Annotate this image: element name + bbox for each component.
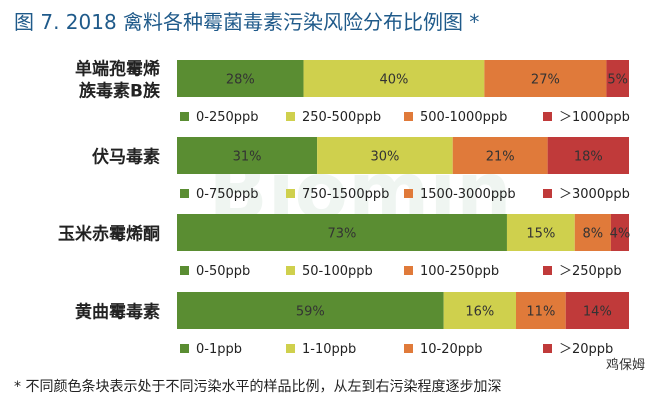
legend-label: 0-1ppb [196,342,242,357]
legend-swatch [404,344,413,353]
bar-segment [452,137,548,174]
data-label: 31% [233,150,262,165]
data-label: 8% [583,227,604,242]
data-label: 28% [226,73,255,88]
bar-segment [565,292,629,329]
legend-swatch [286,189,295,198]
legend-label: ＞20ppb [559,342,613,357]
category-label: 玉米赤霉烯酮 [58,224,160,245]
bar-segment [516,292,566,329]
legend-label: ＞3000ppb [559,187,630,202]
data-label: 59% [296,305,325,320]
data-label: 18% [574,150,603,165]
legend-swatch [180,189,189,198]
legend-swatch [286,112,295,121]
bar-segment [443,292,516,329]
legend-label: 1500-3000ppb [420,187,516,202]
bar-group: 玉米赤霉烯酮 73% 15% 8% 4% 0-50ppb 50-100ppb 100-250p… [58,214,630,279]
legend-label: 1-10ppb [302,342,356,357]
legend-label: 500-1000ppb [420,110,507,125]
data-label: 16% [465,305,494,320]
legend-swatch [180,266,189,275]
bar-group: 伏马毒素 31% 30% 21% 18% 0-750ppb 750-1500ppb 1500-… [92,137,630,202]
bar-segment [177,214,507,251]
legend-swatch [180,344,189,353]
bar-segment [177,60,304,97]
bar-segment [484,60,607,97]
legend-label: 0-50ppb [196,264,250,279]
legend-swatch [286,344,295,353]
bar-segment [610,214,629,251]
data-label: 14% [583,305,612,320]
legend-swatch [543,112,552,121]
data-label: 4% [610,227,631,242]
bar-segment [317,137,453,174]
data-label: 30% [370,150,399,165]
legend-label: 10-20ppb [420,342,483,357]
legend-label: ＞250ppb [559,264,622,279]
legend-swatch [286,266,295,275]
legend-label: 250-500ppb [302,110,381,125]
data-label: 11% [526,305,555,320]
legend-swatch [543,344,552,353]
bar-segment [547,137,629,174]
data-label: 5% [607,73,628,88]
legend-label: 100-250ppb [420,264,499,279]
legend-swatch [404,112,413,121]
legend-label: 750-1500ppb [302,187,389,202]
chart-footnote: * 不同颜色条块表示处于不同污染水平的样品比例，从左到右污染程度逐步加深 [14,379,502,395]
bar-segment [177,292,444,329]
legend-label: 50-100ppb [302,264,373,279]
category-label: 族毒素B族 [79,81,161,102]
bar-segment [177,137,318,174]
chart-title: 图 7. 2018 禽料各种霉菌毒素污染风险分布比例图 * [14,10,480,34]
legend-label: 0-750ppb [196,187,259,202]
legend-swatch [543,189,552,198]
bar-segment [574,214,611,251]
data-label: 27% [531,73,560,88]
account-watermark: 鸡保姆 [605,358,645,373]
data-label: 21% [486,150,515,165]
data-label: 15% [526,227,555,242]
bar-segment [506,214,575,251]
legend-swatch [404,189,413,198]
category-label: 单端孢霉烯 [75,59,160,80]
bar-segment [606,60,629,97]
legend-swatch [404,266,413,275]
category-label: 伏马毒素 [92,147,160,168]
data-label: 73% [328,227,357,242]
bar-group: 黄曲霉毒素 59% 16% 11% 14% 0-1ppb 1-10ppb 10-20ppb ＞2… [75,292,629,357]
legend-swatch [543,266,552,275]
legend-label: 0-250ppb [196,110,259,125]
category-label: 黄曲霉毒素 [75,302,160,323]
bar-segment [303,60,485,97]
legend-label: ＞1000ppb [559,110,630,125]
legend-swatch [180,112,189,121]
data-label: 40% [380,73,409,88]
